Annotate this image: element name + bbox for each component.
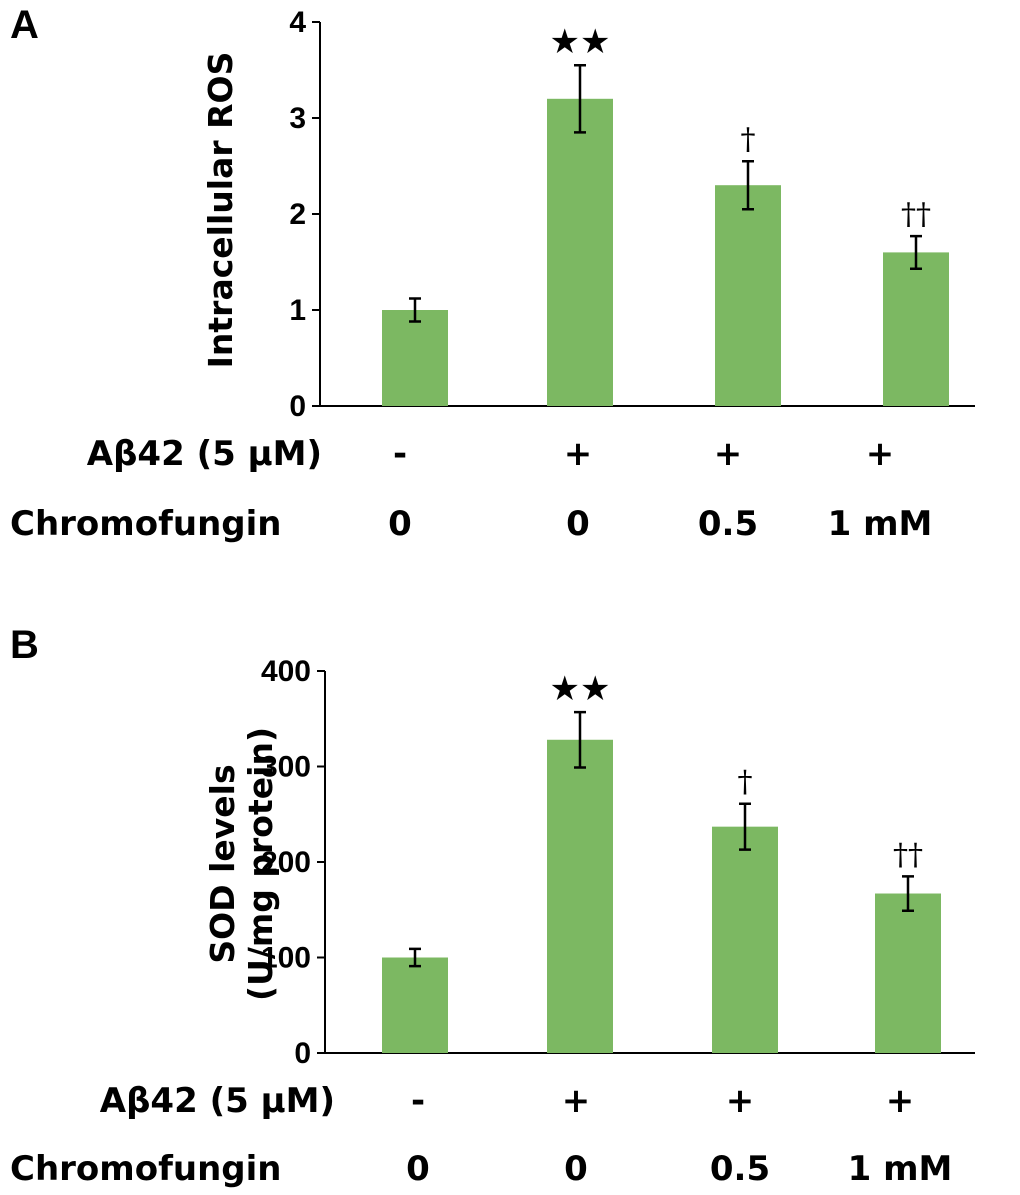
bar (382, 310, 448, 406)
significance-mark: † (738, 765, 753, 800)
y-axis-label: Intracellular ROS (201, 52, 240, 369)
y-tick-label: 100 (261, 942, 311, 975)
condition-value: + (562, 1081, 591, 1121)
y-tick-label: 300 (261, 751, 311, 784)
y-axis-label: (U/mg protein) (241, 727, 280, 1001)
condition-value: 0.5 (710, 1149, 770, 1189)
condition-value: + (714, 434, 743, 474)
error-bar (574, 63, 586, 134)
significance-mark: †† (901, 197, 931, 232)
significance-mark: † (741, 122, 756, 157)
condition-value: - (393, 434, 407, 474)
condition-value: 0 (566, 504, 590, 544)
condition-value: 0.5 (698, 504, 758, 544)
y-tick-label: 0 (289, 390, 306, 423)
y-tick-label: 3 (289, 102, 306, 135)
condition-value: 0 (564, 1149, 588, 1189)
condition-value: + (866, 434, 895, 474)
error-bar (409, 297, 421, 323)
y-tick-label: 200 (261, 846, 311, 879)
error-bar (574, 710, 586, 769)
y-tick-label: 2 (289, 198, 306, 231)
error-bar (910, 234, 922, 270)
significance-mark: †† (893, 837, 923, 872)
panel-label: B (10, 623, 39, 667)
y-tick-label: 0 (294, 1037, 311, 1070)
bar (547, 98, 613, 407)
condition-row-label: Chromofungin (10, 1149, 281, 1189)
y-tick-label: 400 (261, 655, 311, 688)
chart-panel-b: B 0 100 200 300 400 SOD levels (U/mg protein) ★★… (10, 623, 975, 1189)
error-bar (742, 159, 754, 211)
condition-value: + (726, 1081, 755, 1121)
significance-mark: ★★ (550, 669, 611, 709)
condition-value: 1 mM (848, 1149, 953, 1189)
condition-value: 1 mM (828, 504, 933, 544)
bar (883, 252, 949, 406)
error-bar (739, 802, 751, 851)
y-tick-label: 1 (289, 294, 306, 327)
panel-label: A (10, 3, 39, 47)
y-tick-label: 4 (289, 6, 306, 39)
bar (382, 957, 448, 1053)
condition-value: 0 (406, 1149, 430, 1189)
error-bar (902, 875, 914, 912)
condition-row-label: Aβ42 (5 μM) (87, 434, 322, 474)
bar (712, 826, 778, 1053)
error-bar (409, 947, 421, 968)
significance-mark: ★★ (550, 22, 611, 62)
bar (547, 739, 613, 1053)
condition-row-label: Chromofungin (10, 504, 281, 544)
condition-value: 0 (388, 504, 412, 544)
bar (715, 185, 781, 406)
condition-value: - (411, 1081, 425, 1121)
condition-value: + (886, 1081, 915, 1121)
y-axis-label: SOD levels (203, 764, 242, 963)
condition-value: + (564, 434, 593, 474)
bar (875, 893, 941, 1053)
condition-row-label: Aβ42 (5 μM) (100, 1081, 335, 1121)
